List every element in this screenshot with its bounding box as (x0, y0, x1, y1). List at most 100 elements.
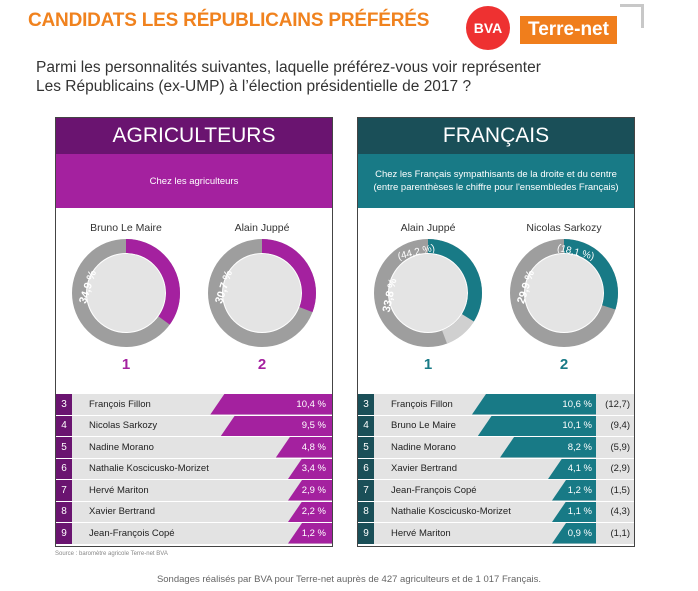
ring-value-arc (374, 239, 482, 347)
panel-subtitle: Chez les agriculteurs (56, 154, 332, 208)
panel-subtitle-text: Chez les agriculteurs (149, 175, 239, 187)
row-name: Hervé Mariton (391, 527, 451, 539)
row-bar (288, 480, 332, 501)
candidate-name: Alain Juppé (400, 222, 456, 234)
page-title: CANDIDATS LES RÉPUBLICAINS PRÉFÉRÉS (28, 10, 430, 31)
row-name: François Fillon (391, 398, 453, 410)
row-rank: 7 (358, 480, 374, 501)
row-value: 9,5 % (301, 420, 326, 432)
row-all-value: (1,1) (610, 527, 630, 539)
top-candidate: Alain Juppé 30,7 % 2 (196, 218, 328, 373)
row-all-value: (2,9) (610, 463, 630, 475)
terrenet-logo-mark (620, 4, 644, 28)
row-all-value: (4,3) (610, 506, 630, 518)
candidate-ring: 34,9 % (72, 239, 180, 347)
candidate-ring: 29,9 % (18,1 %) (510, 239, 618, 347)
terrenet-logo: Terre-net (520, 16, 617, 44)
row-name: Nicolas Sarkozy (89, 420, 158, 432)
row-rank: 3 (56, 394, 72, 415)
candidate-ring: 30,7 % (208, 239, 316, 347)
ranking-list: 3 François Fillon 10,4 % 4 Nicolas Sarko… (56, 394, 332, 545)
row-name: Xavier Bertrand (89, 506, 156, 518)
row-value: 4,1 % (567, 463, 592, 475)
candidate-photo (223, 254, 301, 332)
table-row: 6 Xavier Bertrand 4,1 % (2,9) (358, 458, 634, 480)
row-value: 2,9 % (301, 484, 326, 496)
top-candidate: Nicolas Sarkozy 29,9 % (18,1 %) 2 (498, 218, 630, 373)
row-value: 1,1 % (567, 506, 592, 518)
row-value: 8,2 % (567, 441, 592, 453)
ring-value-arc (208, 239, 316, 347)
table-row: 4 Nicolas Sarkozy 9,5 % (56, 415, 332, 437)
row-name: Nadine Morano (391, 441, 456, 453)
row-value: 0,9 % (567, 527, 592, 539)
row-bar (288, 458, 332, 479)
candidate-photo (389, 254, 467, 332)
ring-value-arc (72, 239, 180, 347)
row-value: 3,4 % (301, 463, 326, 475)
row-bar (548, 458, 596, 479)
row-bar (500, 437, 596, 458)
row-value: 2,2 % (301, 506, 326, 518)
table-row: 4 Bruno Le Maire 10,1 % (9,4) (358, 415, 634, 437)
row-rank: 8 (56, 501, 72, 522)
table-row: 9 Jean-François Copé 1,2 % (56, 523, 332, 545)
row-all-value: (9,4) (610, 420, 630, 432)
table-row: 3 François Fillon 10,4 % (56, 394, 332, 416)
row-name: Xavier Bertrand (391, 463, 458, 475)
row-value: 10,6 % (562, 398, 592, 410)
question-line-1: Parmi les personnalités suivantes, laque… (36, 59, 541, 76)
table-row: 7 Jean-François Copé 1,2 % (1,5) (358, 480, 634, 502)
row-rank: 4 (56, 415, 72, 436)
footer-note: Sondages réalisés par BVA pour Terre-net… (156, 574, 542, 585)
panel-agriculteurs: AGRICULTEURS Chez les agriculteurs Bruno… (55, 117, 333, 547)
candidate-rank: 1 (423, 356, 433, 373)
row-bar (220, 415, 332, 436)
ring-value-arc (510, 239, 618, 347)
top-candidate: Alain Juppé 33,8 % (44,2 %) 1 (362, 218, 494, 373)
row-bar (288, 523, 332, 544)
top-candidate: Bruno Le Maire 34,9 % 1 (60, 218, 192, 373)
table-row: 8 Xavier Bertrand 2,2 % (56, 501, 332, 523)
row-bar (552, 480, 596, 501)
row-rank: 9 (358, 523, 374, 544)
panel-subtitle-line-1: Chez les Français sympathisants de la dr… (375, 169, 617, 180)
source-note: Source : baromètre agricole Terre-net BV… (55, 551, 168, 557)
question: Parmi les personnalités suivantes, laque… (36, 58, 636, 96)
table-row: 3 François Fillon 10,6 % (12,7) (358, 394, 634, 416)
candidate-rank: 2 (559, 356, 569, 373)
question-line-2: Les Républicains (ex-UMP) à l’élection p… (36, 78, 472, 95)
candidate-photo (525, 254, 603, 332)
panel-subtitle-line-2: (entre parenthèses le chiffre pour l'ens… (373, 182, 619, 193)
row-rank: 5 (56, 437, 72, 458)
candidate-rank: 2 (257, 356, 267, 373)
candidate-name: Alain Juppé (234, 222, 290, 234)
row-name: Nadine Morano (89, 441, 154, 453)
row-all-value: (5,9) (610, 441, 630, 453)
row-rank: 4 (358, 415, 374, 436)
row-all-value: (12,7) (605, 398, 630, 410)
row-bar (275, 437, 332, 458)
candidate-ring: 33,8 % (44,2 %) (374, 239, 482, 347)
row-rank: 6 (358, 458, 374, 479)
row-bar (477, 415, 596, 436)
panel-subtitle: Chez les Français sympathisants de la dr… (358, 154, 634, 208)
row-name: Bruno Le Maire (391, 420, 456, 432)
table-row: 5 Nadine Morano 8,2 % (5,9) (358, 437, 634, 459)
row-rank: 6 (56, 458, 72, 479)
panel-title: FRANÇAIS (358, 118, 634, 154)
row-bar (552, 523, 596, 544)
row-bar (471, 394, 596, 415)
candidate-name: Nicolas Sarkozy (526, 222, 602, 234)
row-rank: 7 (56, 480, 72, 501)
table-row: 8 Nathalie Koscicusko-Morizet 1,1 % (4,3… (358, 501, 634, 523)
candidate-name: Bruno Le Maire (90, 222, 162, 234)
row-name: Hervé Mariton (89, 484, 149, 496)
row-value: 4,8 % (301, 441, 326, 453)
row-value: 10,1 % (562, 420, 592, 432)
table-row: 9 Hervé Mariton 0,9 % (1,1) (358, 523, 634, 545)
candidate-photo (87, 254, 165, 332)
row-value: 10,4 % (296, 398, 326, 410)
ranking-list: 3 François Fillon 10,6 % (12,7) 4 Bruno … (358, 394, 634, 545)
row-name: François Fillon (89, 398, 151, 410)
